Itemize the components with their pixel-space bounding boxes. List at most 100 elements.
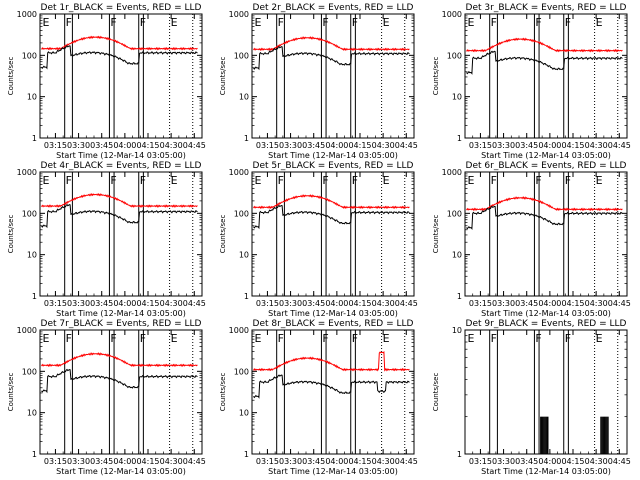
- x-tick-label: 04:45: [608, 141, 631, 150]
- y-tick-label: 100: [234, 51, 249, 60]
- mode-marker: F: [110, 16, 116, 29]
- mode-marker: E: [383, 16, 390, 29]
- y-tick-label: 1: [244, 292, 249, 301]
- x-tick-label: 04:00: [325, 299, 348, 308]
- mode-marker: E: [43, 174, 50, 187]
- series-events: [41, 45, 198, 70]
- y-tick-label: 100: [447, 209, 462, 218]
- series-events: [41, 203, 198, 229]
- x-tick-label: 04:15: [348, 141, 371, 150]
- panel-title: Det 5r_BLACK = Events, RED = LLD: [253, 161, 414, 171]
- x-tick-label: 04:45: [608, 299, 631, 308]
- y-tick-label: 10: [239, 93, 249, 102]
- mode-marker: F: [322, 174, 328, 187]
- x-tick-label: 04:45: [183, 457, 206, 466]
- x-tick-label: 04:30: [160, 299, 183, 308]
- y-tick-label: 1: [457, 450, 462, 459]
- y-tick-label: 100: [447, 51, 462, 60]
- x-tick-label: 04:00: [113, 299, 136, 308]
- mode-marker: E: [171, 174, 178, 187]
- mode-marker: E: [468, 16, 475, 29]
- series-lld: [253, 194, 410, 210]
- mode-marker: E: [255, 16, 262, 29]
- mode-marker: E: [43, 332, 50, 345]
- x-tick-label: 04:45: [183, 299, 206, 308]
- x-tick-label: 03:30: [492, 141, 515, 150]
- mode-marker: F: [66, 174, 72, 187]
- series-lld: [253, 36, 410, 52]
- panel-7: Det 7r_BLACK = Events, RED = LLD 1 10 100 10…: [7, 319, 206, 476]
- x-tick-label: 04:00: [113, 141, 136, 150]
- x-axis-label: Start Time (12-Mar-14 03:05:00): [56, 151, 186, 160]
- x-tick-label: 04:00: [538, 299, 561, 308]
- x-tick-label: 03:15: [469, 299, 492, 308]
- mode-marker: E: [596, 16, 603, 29]
- series-lld: [253, 350, 410, 372]
- x-tick-label: 04:45: [395, 141, 418, 150]
- mode-marker: F: [278, 332, 284, 345]
- x-axis-label: Start Time (12-Mar-14 03:05:00): [56, 309, 186, 318]
- panel-4: Det 4r_BLACK = Events, RED = LLD 1 10 100 10…: [7, 161, 206, 318]
- y-tick-label: 100: [22, 367, 37, 376]
- x-axis-label: Start Time (12-Mar-14 03:05:00): [481, 309, 611, 318]
- panel-3: Det 3r_BLACK = Events, RED = LLD 1 10 100 10…: [432, 3, 631, 160]
- x-axis-label: Start Time (12-Mar-14 03:05:00): [268, 467, 398, 476]
- x-tick-label: 04:45: [183, 141, 206, 150]
- y-axis-label: Counts/sec: [432, 57, 440, 96]
- axis-box: [464, 171, 628, 297]
- mode-marker: E: [383, 332, 390, 345]
- mode-marker: F: [565, 174, 571, 187]
- panel-title: Det 1r_BLACK = Events, RED = LLD: [41, 3, 202, 13]
- x-tick-label: 04:45: [608, 457, 631, 466]
- y-tick-label: 10: [27, 251, 37, 260]
- mode-marker: F: [140, 16, 146, 29]
- series-lld: [466, 196, 623, 212]
- x-tick-label: 03:45: [90, 299, 113, 308]
- axis-box: [39, 171, 203, 297]
- x-tick-label: 03:30: [279, 457, 302, 466]
- y-tick-label: 10: [27, 409, 37, 418]
- panel-title: Det 3r_BLACK = Events, RED = LLD: [466, 3, 627, 13]
- panel-6: Det 6r_BLACK = Events, RED = LLD 1 10 100 10…: [432, 161, 631, 318]
- x-tick-label: 03:45: [515, 299, 538, 308]
- x-tick-label: 03:30: [492, 457, 515, 466]
- panel-2: Det 2r_BLACK = Events, RED = LLD 1 10 100 10…: [219, 3, 418, 160]
- y-tick-label: 10: [239, 409, 249, 418]
- mode-marker: E: [43, 16, 50, 29]
- y-tick-label: 1: [457, 292, 462, 301]
- y-tick-label: 100: [234, 209, 249, 218]
- y-axis-label: Counts/sec: [7, 57, 15, 96]
- y-tick-label: 1: [244, 450, 249, 459]
- mode-marker: F: [491, 332, 497, 345]
- mode-marker: E: [171, 332, 178, 345]
- x-tick-label: 04:00: [325, 141, 348, 150]
- y-tick-label: 100: [22, 209, 37, 218]
- x-tick-label: 03:15: [44, 457, 67, 466]
- x-axis-label: Start Time (12-Mar-14 03:05:00): [268, 151, 398, 160]
- y-tick-label: 10: [452, 93, 462, 102]
- x-tick-label: 03:15: [44, 141, 67, 150]
- mode-marker: F: [66, 16, 72, 29]
- y-tick-label: 1: [32, 134, 37, 143]
- panel-title: Det 4r_BLACK = Events, RED = LLD: [41, 161, 202, 171]
- x-tick-label: 04:15: [561, 457, 584, 466]
- series-events: [466, 50, 623, 75]
- x-tick-label: 04:15: [136, 299, 159, 308]
- mode-marker: E: [468, 174, 475, 187]
- x-tick-label: 04:15: [348, 299, 371, 308]
- y-tick-label: 1000: [229, 10, 249, 19]
- y-axis-label: Counts/sec: [219, 57, 227, 96]
- series-events: [41, 368, 198, 394]
- x-tick-label: 04:45: [395, 457, 418, 466]
- y-tick-label: 1: [244, 134, 249, 143]
- x-tick-label: 04:15: [136, 141, 159, 150]
- y-tick-label: 1000: [17, 326, 37, 335]
- mode-marker: F: [565, 16, 571, 29]
- mode-marker: F: [322, 332, 328, 345]
- x-tick-label: 03:45: [515, 141, 538, 150]
- x-tick-label: 04:30: [585, 457, 608, 466]
- x-axis-label: Start Time (12-Mar-14 03:05:00): [481, 151, 611, 160]
- mode-marker: F: [491, 174, 497, 187]
- x-axis-label: Start Time (12-Mar-14 03:05:00): [56, 467, 186, 476]
